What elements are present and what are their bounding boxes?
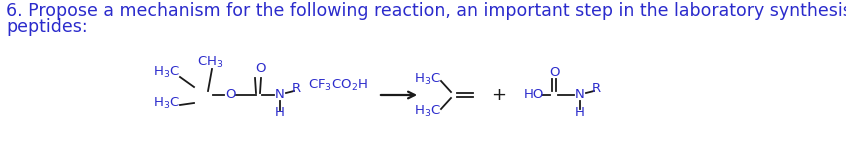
Text: peptides:: peptides: bbox=[6, 18, 88, 36]
Text: $\mathregular{CH_3}$: $\mathregular{CH_3}$ bbox=[197, 54, 223, 70]
Text: R: R bbox=[291, 83, 300, 96]
Text: $\mathregular{H_3C}$: $\mathregular{H_3C}$ bbox=[152, 96, 179, 111]
Text: O: O bbox=[225, 88, 235, 101]
Text: +: + bbox=[492, 86, 507, 104]
Text: $\mathregular{CF_3CO_2H}$: $\mathregular{CF_3CO_2H}$ bbox=[308, 77, 368, 92]
Text: O: O bbox=[549, 67, 559, 80]
Text: N: N bbox=[275, 88, 285, 101]
Text: $\mathregular{H_3C}$: $\mathregular{H_3C}$ bbox=[152, 64, 179, 80]
Text: N: N bbox=[575, 88, 585, 101]
Text: O: O bbox=[255, 63, 266, 76]
Text: $\mathregular{H_3C}$: $\mathregular{H_3C}$ bbox=[414, 72, 441, 87]
Text: R: R bbox=[591, 83, 601, 96]
Text: $\mathregular{H_3C}$: $\mathregular{H_3C}$ bbox=[414, 104, 441, 119]
Text: H: H bbox=[275, 107, 285, 120]
Text: HO: HO bbox=[524, 88, 544, 101]
Text: H: H bbox=[575, 107, 585, 120]
Text: 6. Propose a mechanism for the following reaction, an important step in the labo: 6. Propose a mechanism for the following… bbox=[6, 2, 846, 20]
